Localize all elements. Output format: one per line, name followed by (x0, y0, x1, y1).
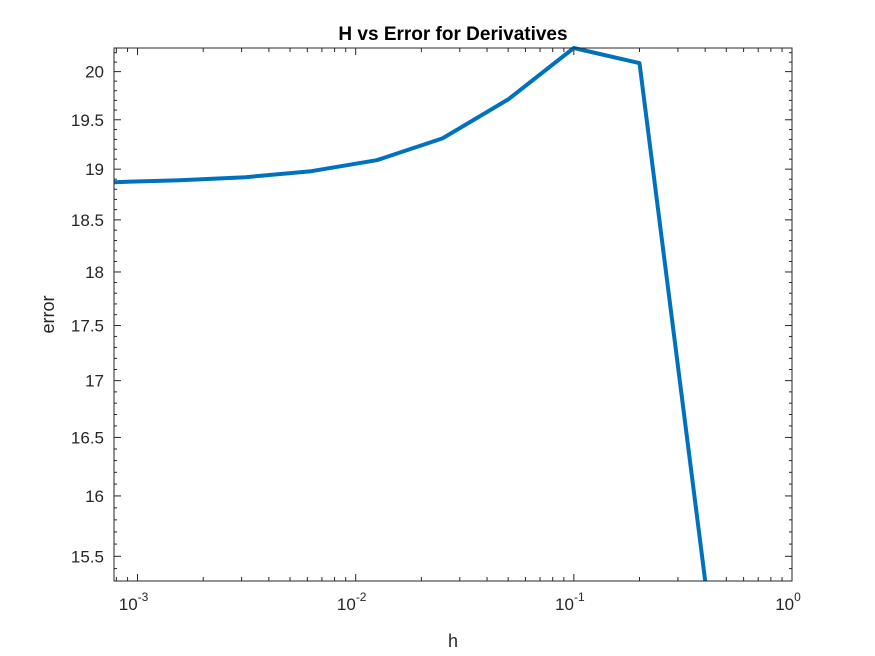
y-tick-label: 18 (85, 263, 104, 282)
y-tick-label: 19.5 (71, 111, 104, 130)
y-tick-label: 17.5 (71, 317, 104, 336)
y-tick-label: 20 (85, 63, 104, 82)
y-tick-label: 16.5 (71, 428, 104, 447)
x-tick-label: 10-2 (337, 590, 367, 614)
tick-marks (114, 48, 793, 582)
x-tick-label: 100 (775, 590, 801, 614)
y-tick-label: 17 (85, 372, 104, 391)
x-tick-labels: 10-3 10-2 10-1 100 (119, 590, 801, 614)
x-tick-label: 10-3 (119, 590, 149, 614)
series-layer (114, 46, 708, 582)
y-tick-label: 18.5 (71, 211, 104, 230)
y-tick-labels: 15.5 16 16.5 17 17.5 18 18.5 19 19.5 20 (71, 63, 104, 567)
y-tick-label: 16 (85, 487, 104, 506)
series-line (114, 46, 708, 582)
x-axis-label: h (448, 631, 458, 651)
x-tick-label: 10-1 (555, 590, 585, 614)
y-axis-label: error (38, 295, 58, 333)
y-tick-label: 19 (85, 160, 104, 179)
y-tick-label: 15.5 (71, 547, 104, 566)
plot-area-frame (113, 47, 793, 582)
chart-title: H vs Error for Derivatives (338, 24, 567, 45)
